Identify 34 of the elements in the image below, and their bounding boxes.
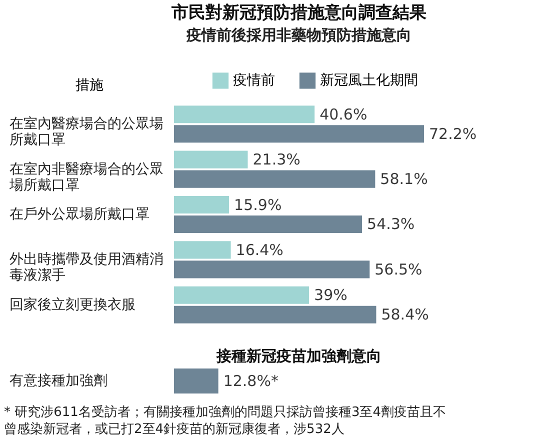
- y-axis-title: 措施: [76, 78, 104, 94]
- y-tick-label: 外出時攜帶及使用酒精消毒液潔手: [10, 252, 164, 284]
- data-label: 72.2%: [429, 124, 477, 143]
- data-label: 21.3%: [252, 150, 300, 169]
- text: 接種新冠疫苗加強劑意向: [216, 347, 382, 365]
- bar: [174, 106, 315, 124]
- bar: [174, 196, 230, 214]
- data-label: 16.4%: [236, 240, 284, 259]
- y-tick-label: 在室內非醫療場合的公眾場所戴口罩: [8, 161, 164, 194]
- annotation: * 研究涉611名受訪者；有關接種加強劑的問題只採訪曾接種3至4劑疫苗且不曾感染新冠者，或已打2至4針疫苗的新冠康復者，涉532人: [4, 405, 446, 437]
- data-label: 12.8%*: [223, 372, 279, 390]
- legend-label: 疫情前: [233, 72, 275, 89]
- bar: [174, 170, 376, 188]
- bar: [174, 306, 376, 324]
- y-tick-label: 在室內醫療場合的公眾場所戴口罩: [10, 116, 164, 148]
- data-label: 15.9%: [234, 196, 282, 214]
- bar: [174, 286, 310, 304]
- bar: [174, 150, 248, 168]
- y-tick-label: 回家後立刻更換衣服: [10, 296, 136, 313]
- bar: [174, 241, 231, 259]
- data-label: 39%: [314, 286, 348, 304]
- bar: [174, 260, 370, 278]
- data-label: 40.6%: [320, 105, 368, 124]
- y-tick-label: 有意接種加強劑: [10, 373, 108, 389]
- data-label: 56.5%: [374, 260, 422, 278]
- chart-title: 市民對新冠預防措施意向調查結果: [170, 3, 428, 23]
- data-label: 58.1%: [380, 170, 428, 188]
- bar: [174, 215, 362, 234]
- chart-subtitle: 疫情前後採用非藥物預防措施意向: [186, 26, 412, 44]
- data-label: 58.4%: [381, 306, 429, 324]
- bar: [174, 125, 424, 143]
- y-tick-label: 在戶外公眾場所戴口罩: [10, 206, 150, 222]
- data-label: 54.3%: [367, 215, 415, 234]
- legend-label: 新冠風土化期間: [320, 72, 418, 89]
